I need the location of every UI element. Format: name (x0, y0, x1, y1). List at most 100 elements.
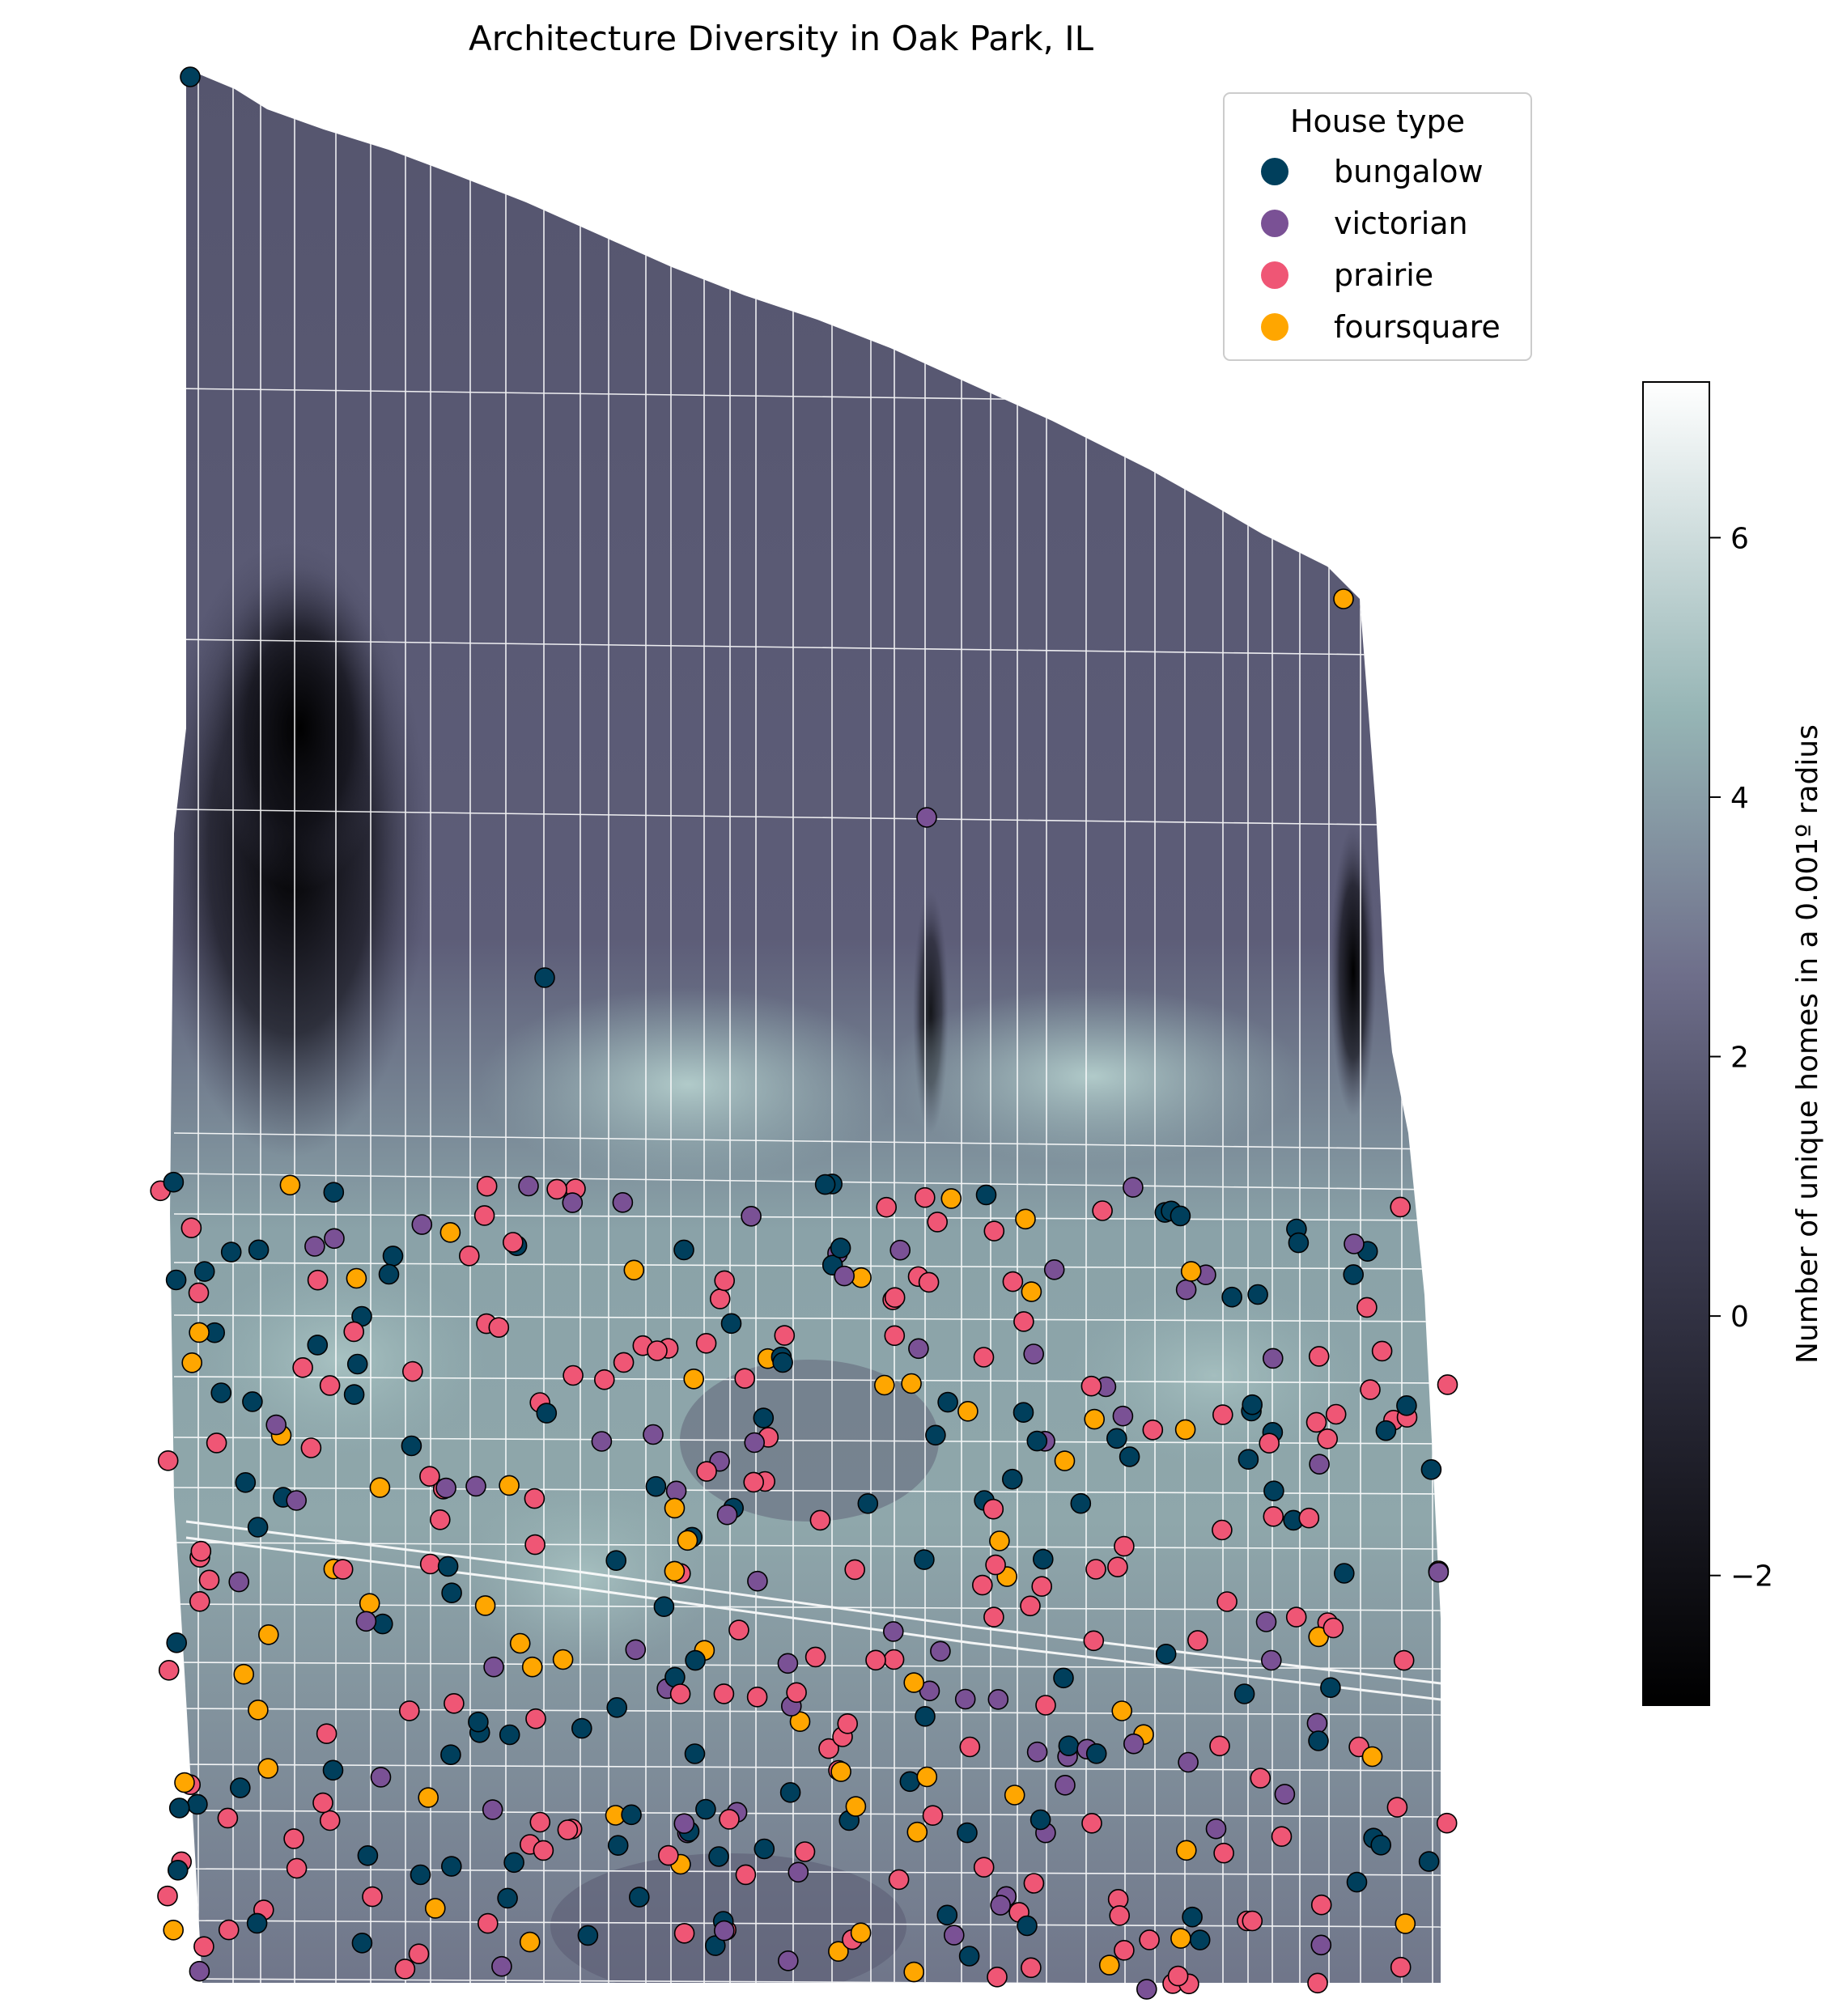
house-point-prairie (546, 1178, 567, 1200)
house-point-prairie (1271, 1826, 1293, 1847)
house-point-bungalow (1343, 1264, 1364, 1285)
house-point-foursquare (830, 1761, 851, 1782)
house-point-prairie (927, 1212, 948, 1233)
house-point-victorian (665, 1480, 687, 1502)
house-point-victorian (889, 1239, 911, 1261)
house-point-bungalow (779, 1782, 801, 1803)
house-point-prairie (1212, 1404, 1233, 1425)
house-point-prairie (1080, 1375, 1102, 1397)
house-point-victorian (1261, 1649, 1282, 1671)
house-point-prairie (1317, 1428, 1338, 1449)
house-point-victorian (286, 1490, 308, 1511)
house-point-prairie (1139, 1929, 1160, 1950)
house-point-bungalow (754, 1838, 775, 1860)
house-point-prairie (1436, 1812, 1458, 1834)
house-point-victorian (1344, 1233, 1365, 1254)
street (173, 1314, 1441, 1322)
house-point-bungalow (378, 1263, 400, 1285)
house-point-prairie (1031, 1576, 1052, 1597)
house-point-bungalow (210, 1382, 232, 1403)
street (173, 1708, 1441, 1716)
house-point-prairie (1371, 1340, 1393, 1362)
house-point-victorian (1026, 1741, 1048, 1763)
house-point-prairie (876, 1196, 897, 1218)
house-point-foursquare (677, 1530, 698, 1551)
house-point-victorian (625, 1639, 647, 1661)
house-point-victorian (944, 1925, 965, 1946)
house-point-prairie (719, 1809, 740, 1830)
house-point-victorian (370, 1767, 392, 1788)
legend-item-bungalow: bungalow (1261, 154, 1484, 189)
house-point-bungalow (1182, 1906, 1203, 1928)
house-point-prairie (884, 1287, 906, 1308)
street (173, 1213, 1441, 1221)
house-point-foursquare (1084, 1408, 1105, 1430)
house-point-victorian (518, 1175, 539, 1197)
street (173, 809, 1441, 826)
house-point-victorian (1306, 1713, 1328, 1734)
house-point-prairie (401, 1360, 423, 1382)
house-point-foursquare (1361, 1746, 1383, 1768)
house-point-bungalow (684, 1743, 706, 1764)
street (173, 1437, 1441, 1445)
house-point-victorian (1023, 1343, 1044, 1365)
house-point-victorian (1310, 1934, 1332, 1956)
street (173, 1132, 1441, 1150)
house-point-bungalow (187, 1793, 208, 1815)
house-point-foursquare (369, 1477, 391, 1498)
house-point-bungalow (753, 1407, 775, 1428)
house-point-bungalow (1026, 1430, 1048, 1452)
house-point-prairie (524, 1534, 546, 1556)
house-point-victorian (1263, 1348, 1284, 1369)
house-point-bungalow (437, 1556, 459, 1577)
house-point-bungalow (957, 1822, 978, 1844)
house-point-foursquare (189, 1322, 210, 1343)
house-point-victorian (1112, 1405, 1134, 1427)
house-point-bungalow (235, 1472, 257, 1493)
house-point-victorian (954, 1688, 976, 1710)
house-point-foursquare (181, 1352, 202, 1373)
house-point-bungalow (628, 1887, 650, 1908)
house-point-foursquare (906, 1821, 928, 1843)
house-point-foursquare (1170, 1928, 1191, 1949)
house-point-prairie (774, 1325, 796, 1346)
house-point-prairie (1212, 1519, 1233, 1541)
house-point-victorian (483, 1656, 504, 1678)
house-point-prairie (1023, 1873, 1045, 1894)
house-point-bungalow (351, 1933, 373, 1954)
house-point-bungalow (830, 1237, 851, 1258)
house-point-prairie (283, 1828, 304, 1849)
house-point-bungalow (772, 1352, 793, 1373)
house-point-prairie (669, 1683, 691, 1704)
house-point-prairie (307, 1269, 329, 1291)
legend-title: House type (1290, 104, 1465, 139)
legend-item-foursquare: foursquare (1261, 309, 1501, 345)
house-point-prairie (786, 1682, 807, 1704)
house-point-bungalow (695, 1798, 716, 1820)
legend-marker-victorian (1261, 210, 1288, 237)
house-point-prairie (1013, 1311, 1034, 1332)
house-point-bungalow (1418, 1851, 1440, 1872)
house-point-prairie (563, 1365, 584, 1386)
house-point-foursquare (903, 1672, 924, 1693)
house-point-prairie (190, 1540, 212, 1562)
house-point-prairie (972, 1574, 993, 1596)
house-point-prairie (1310, 1894, 1332, 1916)
house-point-bungalow (180, 66, 201, 87)
house-point-bungalow (1053, 1667, 1074, 1689)
house-point-prairie (524, 1488, 546, 1509)
house-point-victorian (883, 1621, 904, 1642)
colorbar: −2 0 2 4 6 Number of unique homes in a 0.001… (1642, 381, 1824, 1706)
street (173, 1262, 1441, 1270)
house-point-bungalow (536, 1403, 558, 1424)
house-point-prairie (987, 1967, 1008, 1988)
house-point-victorian (1274, 1784, 1296, 1805)
house-point-bungalow (166, 1632, 187, 1653)
house-point-prairie (818, 1738, 839, 1759)
house-point-bungalow (1375, 1420, 1397, 1441)
colorbar-tick-label: 6 (1730, 522, 1749, 555)
house-point-prairie (458, 1246, 480, 1267)
house-point-victorian (491, 1955, 512, 1977)
house-point-bungalow (937, 1391, 958, 1413)
house-point-bungalow (440, 1856, 462, 1877)
